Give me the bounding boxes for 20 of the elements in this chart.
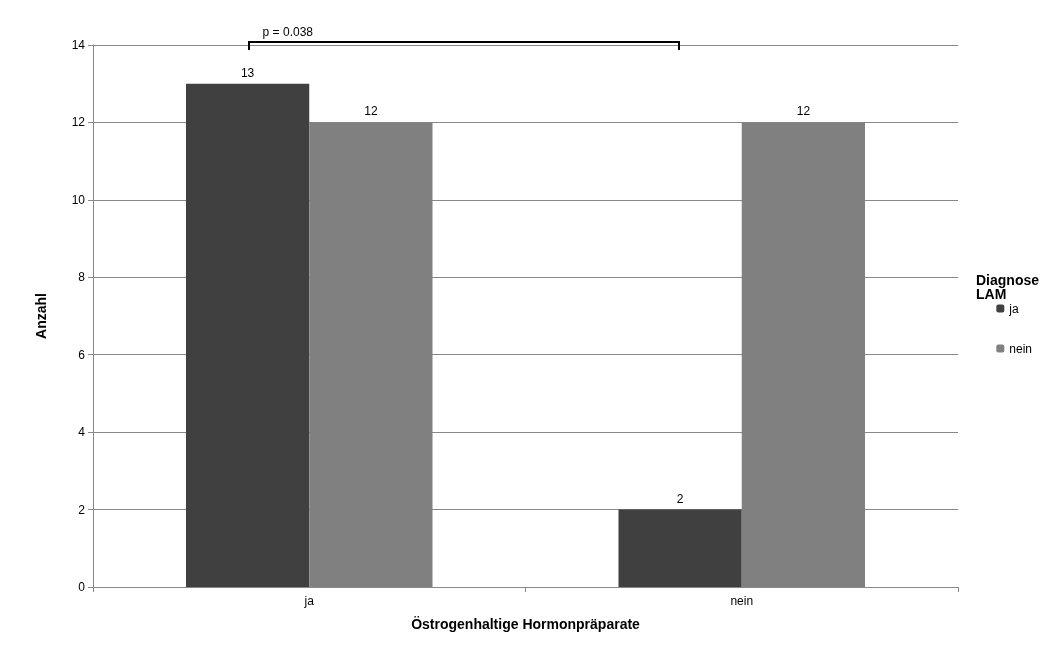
data-label: 12 <box>796 104 811 119</box>
y-tick-label: 2 <box>78 502 86 517</box>
data-label: 12 <box>364 104 378 119</box>
text: p = 0.038 <box>262 25 313 39</box>
y-tick-label: 14 <box>71 38 86 52</box>
y-tick-label: 12 <box>71 115 86 130</box>
legend-title: Diagnose LAM <box>975 272 1040 302</box>
y-axis-title: Anzahl <box>33 293 49 339</box>
bar <box>618 509 742 587</box>
y-tick-label: 10 <box>71 192 86 207</box>
x-axis-title: Östrogenhaltige Hormonpräparate <box>411 616 641 632</box>
legend-label: nein <box>1009 341 1032 356</box>
data-label: 2 <box>676 491 684 506</box>
y-tick-label: 0 <box>78 580 86 594</box>
legend-label: ja <box>1008 301 1019 316</box>
bar <box>185 83 310 587</box>
y-tick-label: 6 <box>78 347 86 362</box>
data-label: 13 <box>240 65 255 80</box>
y-tick-label: 8 <box>78 270 86 285</box>
y-tick-label: 4 <box>78 425 86 440</box>
